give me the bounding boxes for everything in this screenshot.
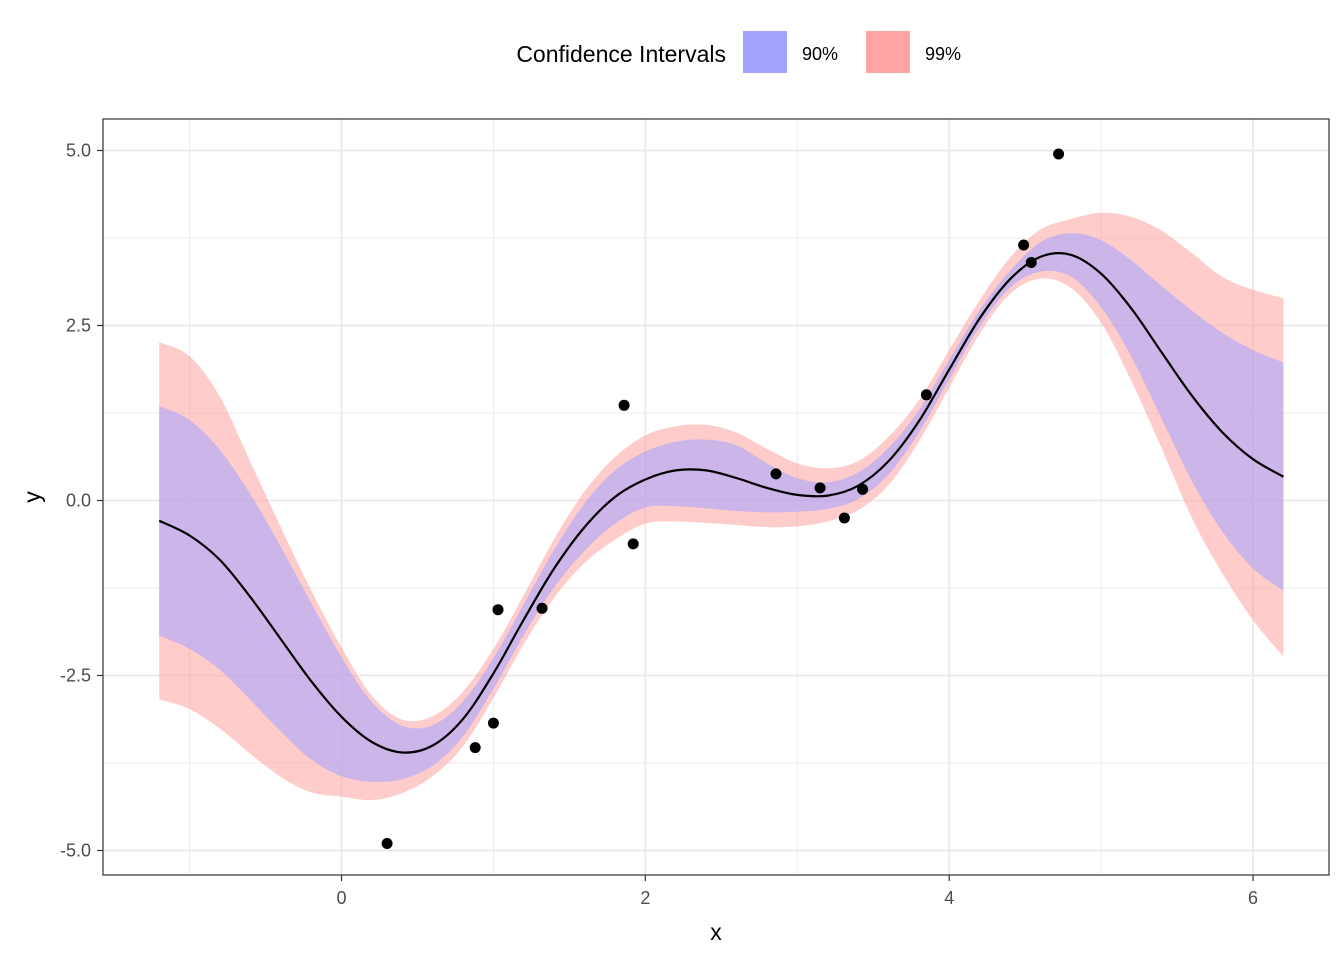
legend-title: Confidence Intervals [516, 41, 726, 67]
x-tick-label: 0 [337, 888, 347, 908]
y-axis: -5.0 -2.5 0.0 2.5 5.0 [60, 141, 103, 861]
data-point [492, 604, 504, 616]
data-point [618, 399, 630, 411]
legend-key-90 [743, 31, 787, 73]
y-tick-label: -2.5 [60, 666, 91, 686]
data-point [920, 389, 932, 401]
data-points [381, 148, 1065, 849]
legend: Confidence Intervals 90% 99% [516, 31, 961, 73]
data-point [536, 602, 548, 614]
ci90-band [159, 233, 1284, 783]
data-point [814, 482, 826, 494]
plot-panel [102, 118, 1330, 876]
data-point [1025, 257, 1037, 268]
legend-label-90: 90% [802, 44, 838, 64]
x-axis: 0 2 4 6 [337, 875, 1258, 908]
x-tick-label: 4 [944, 888, 954, 908]
y-tick-label: -5.0 [60, 841, 91, 861]
data-point [627, 538, 639, 550]
x-axis-title: x [710, 919, 722, 945]
data-point [469, 742, 481, 754]
y-tick-label: 0.0 [66, 491, 91, 511]
confidence-bands [159, 212, 1284, 801]
data-point [857, 483, 869, 495]
data-point [487, 717, 499, 729]
legend-label-99: 99% [925, 44, 961, 64]
data-point [770, 468, 782, 480]
x-tick-label: 2 [640, 888, 650, 908]
data-point [381, 838, 393, 849]
mean-line [158, 252, 1284, 754]
data-point [1053, 148, 1065, 160]
data-point [1018, 239, 1030, 251]
y-tick-label: 5.0 [66, 141, 91, 161]
y-tick-label: 2.5 [66, 316, 91, 336]
mean-line-layer [158, 252, 1284, 754]
x-tick-label: 6 [1248, 888, 1258, 908]
y-axis-title: y [19, 491, 45, 503]
panel-border [102, 118, 1330, 876]
data-point [838, 512, 850, 524]
legend-key-99 [866, 31, 910, 73]
